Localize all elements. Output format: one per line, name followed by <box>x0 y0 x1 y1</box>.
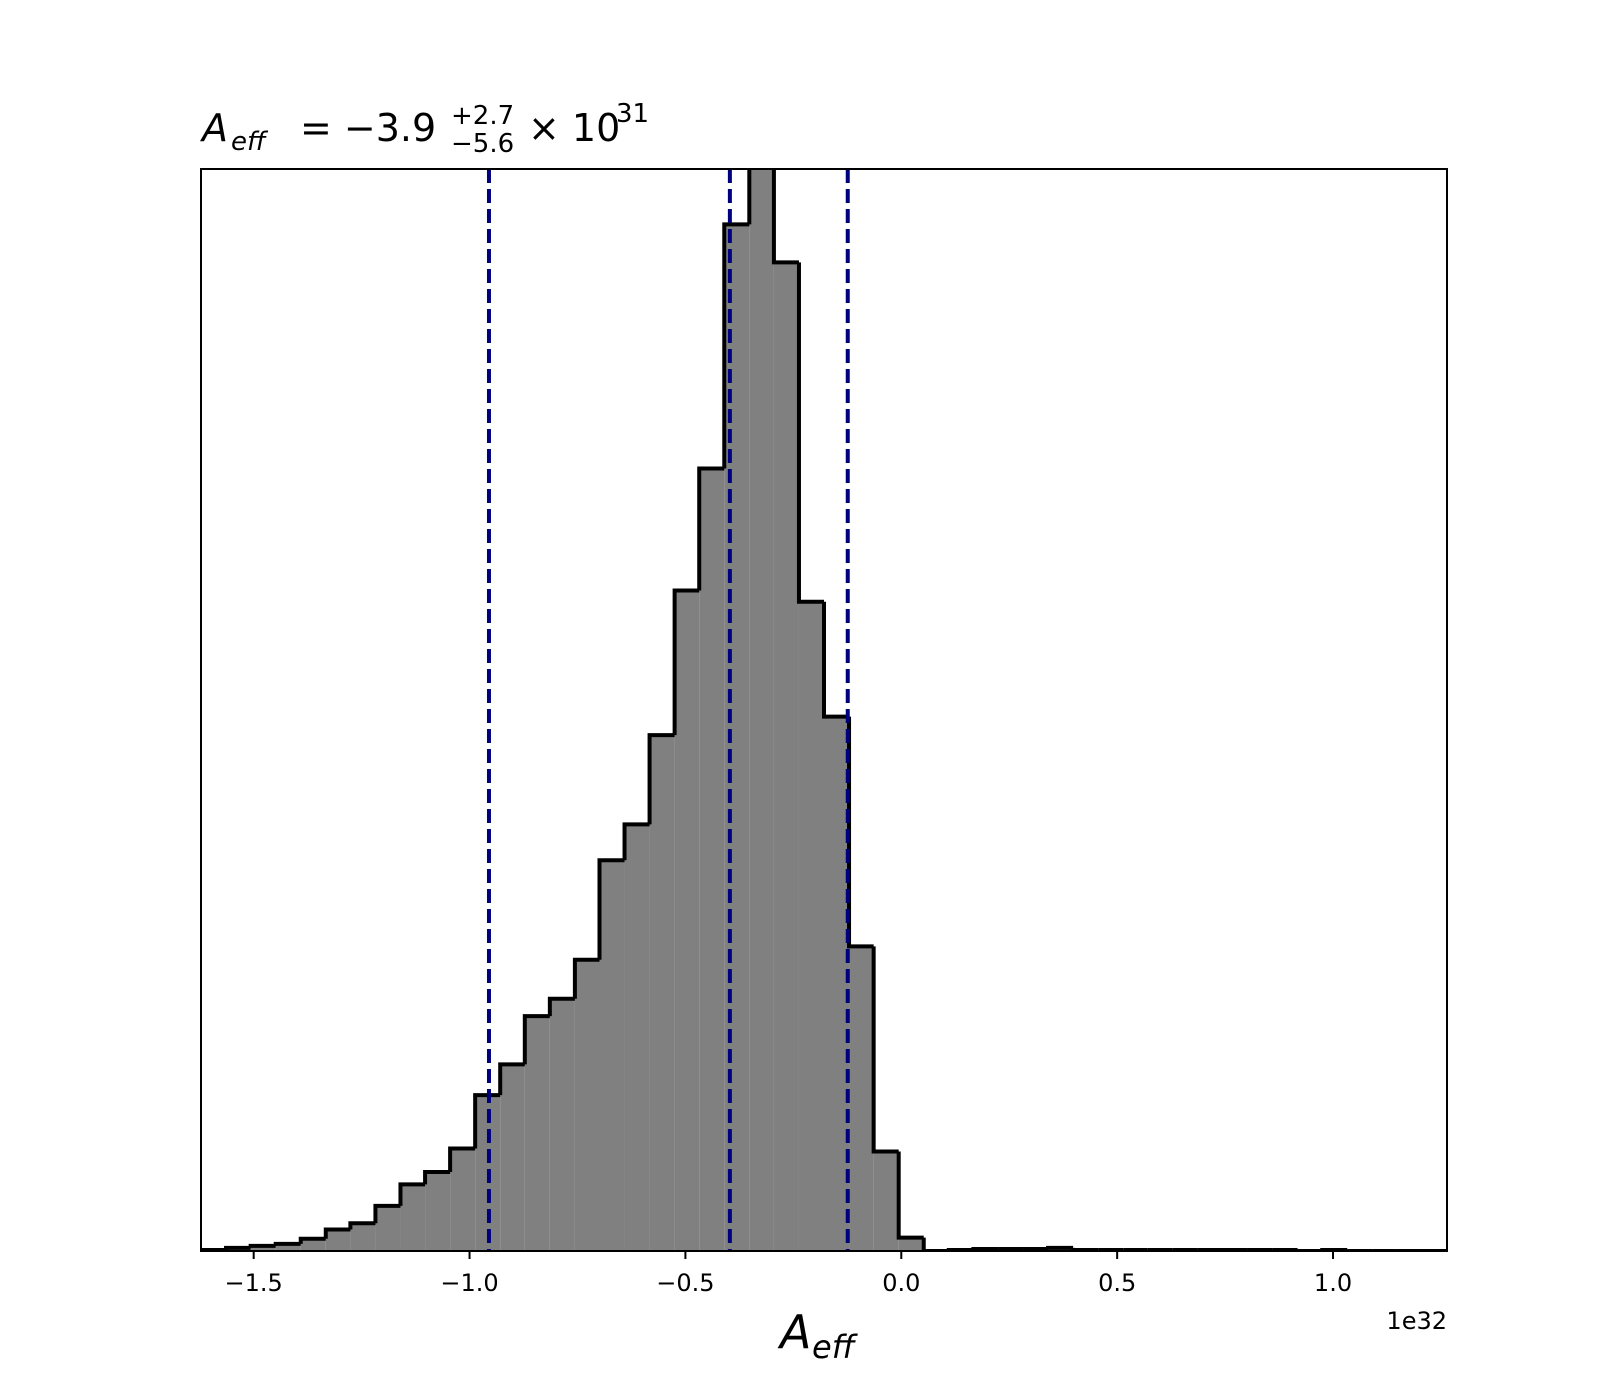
bar-outline <box>498 1062 525 1096</box>
bar-outline <box>248 1243 276 1248</box>
bar-outline <box>697 466 725 591</box>
x-tick-label: −0.5 <box>656 1269 714 1297</box>
bar <box>450 1148 476 1251</box>
bar <box>549 998 575 1251</box>
bar-outline <box>871 946 899 1154</box>
bar <box>574 959 600 1251</box>
x-offset-label: 1e32 <box>1386 1307 1447 1335</box>
bar <box>599 860 625 1251</box>
bar-outline <box>398 1182 426 1206</box>
bar <box>824 716 850 1251</box>
title-lower: −5.6 <box>451 129 514 159</box>
bar-outline <box>298 1236 326 1244</box>
bar-outline <box>672 588 700 736</box>
bar-outline <box>597 858 625 960</box>
bar <box>873 1151 899 1251</box>
bar-outline <box>771 169 799 265</box>
bar <box>524 1016 550 1251</box>
bar <box>849 946 874 1251</box>
bar-outline <box>473 1093 501 1149</box>
bar <box>624 824 650 1251</box>
x-axis: −1.5 −1.0 −0.5 0.0 0.5 1.0 <box>225 1251 1352 1297</box>
bar <box>350 1223 376 1251</box>
plot-area <box>201 169 1447 1251</box>
x-tick-label: −1.5 <box>225 1269 283 1297</box>
bar-outline <box>747 169 752 225</box>
bar-outline <box>847 716 874 949</box>
bar-outline <box>1046 1245 1074 1250</box>
bar-outline <box>201 1247 227 1251</box>
bar-outline <box>622 822 650 861</box>
bar-outline <box>224 1245 251 1250</box>
bar <box>798 601 824 1251</box>
title-exponent: 31 <box>616 99 649 129</box>
bar-outline <box>921 1237 949 1251</box>
bar-outline <box>1071 1247 1099 1251</box>
bar <box>649 735 675 1251</box>
bar <box>749 169 774 1251</box>
bar <box>275 1243 301 1251</box>
x-tick-label: −1.0 <box>440 1269 498 1297</box>
axes-frame <box>200 168 1448 1252</box>
title-symbol: A <box>199 106 228 150</box>
bar-outline <box>647 733 675 825</box>
title-upper: +2.7 <box>451 101 514 131</box>
bar <box>375 1205 401 1251</box>
bar-outline <box>547 996 575 1017</box>
x-tick-label: 1.0 <box>1314 1269 1352 1297</box>
bar-outline <box>522 1014 550 1065</box>
bar <box>425 1172 451 1251</box>
bar-outline <box>896 1151 924 1240</box>
bar <box>699 468 725 1251</box>
x-tick-label: 0.5 <box>1098 1269 1136 1297</box>
bar <box>250 1245 276 1251</box>
bar-outline <box>323 1227 351 1239</box>
bar-outline <box>348 1221 376 1230</box>
bar-outline <box>448 1146 476 1173</box>
bar-outline <box>796 262 824 604</box>
title-median: = −3.9 <box>300 106 436 150</box>
bar-outline <box>423 1170 451 1185</box>
bar-outline <box>273 1241 301 1246</box>
title-times: × 10 <box>528 106 620 150</box>
x-label-subscript: eff <box>812 1328 859 1366</box>
x-axis-label: A eff <box>777 1305 859 1366</box>
bar <box>773 262 799 1251</box>
bar <box>325 1229 351 1251</box>
bar <box>400 1184 426 1251</box>
bar <box>898 1237 924 1251</box>
bar <box>674 590 700 1251</box>
bar-outline <box>971 1246 999 1251</box>
bar <box>500 1064 525 1251</box>
bar <box>300 1238 326 1251</box>
bar-outline <box>572 957 600 999</box>
bar-outline <box>722 222 750 469</box>
x-label-symbol: A <box>777 1305 811 1359</box>
title: A eff = −3.9 +2.7 −5.6 × 10 31 <box>199 99 649 159</box>
x-tick-label: 0.0 <box>882 1269 920 1297</box>
bar-outline <box>822 601 850 719</box>
title-subscript: eff <box>231 127 269 157</box>
bar-outline <box>373 1203 401 1224</box>
